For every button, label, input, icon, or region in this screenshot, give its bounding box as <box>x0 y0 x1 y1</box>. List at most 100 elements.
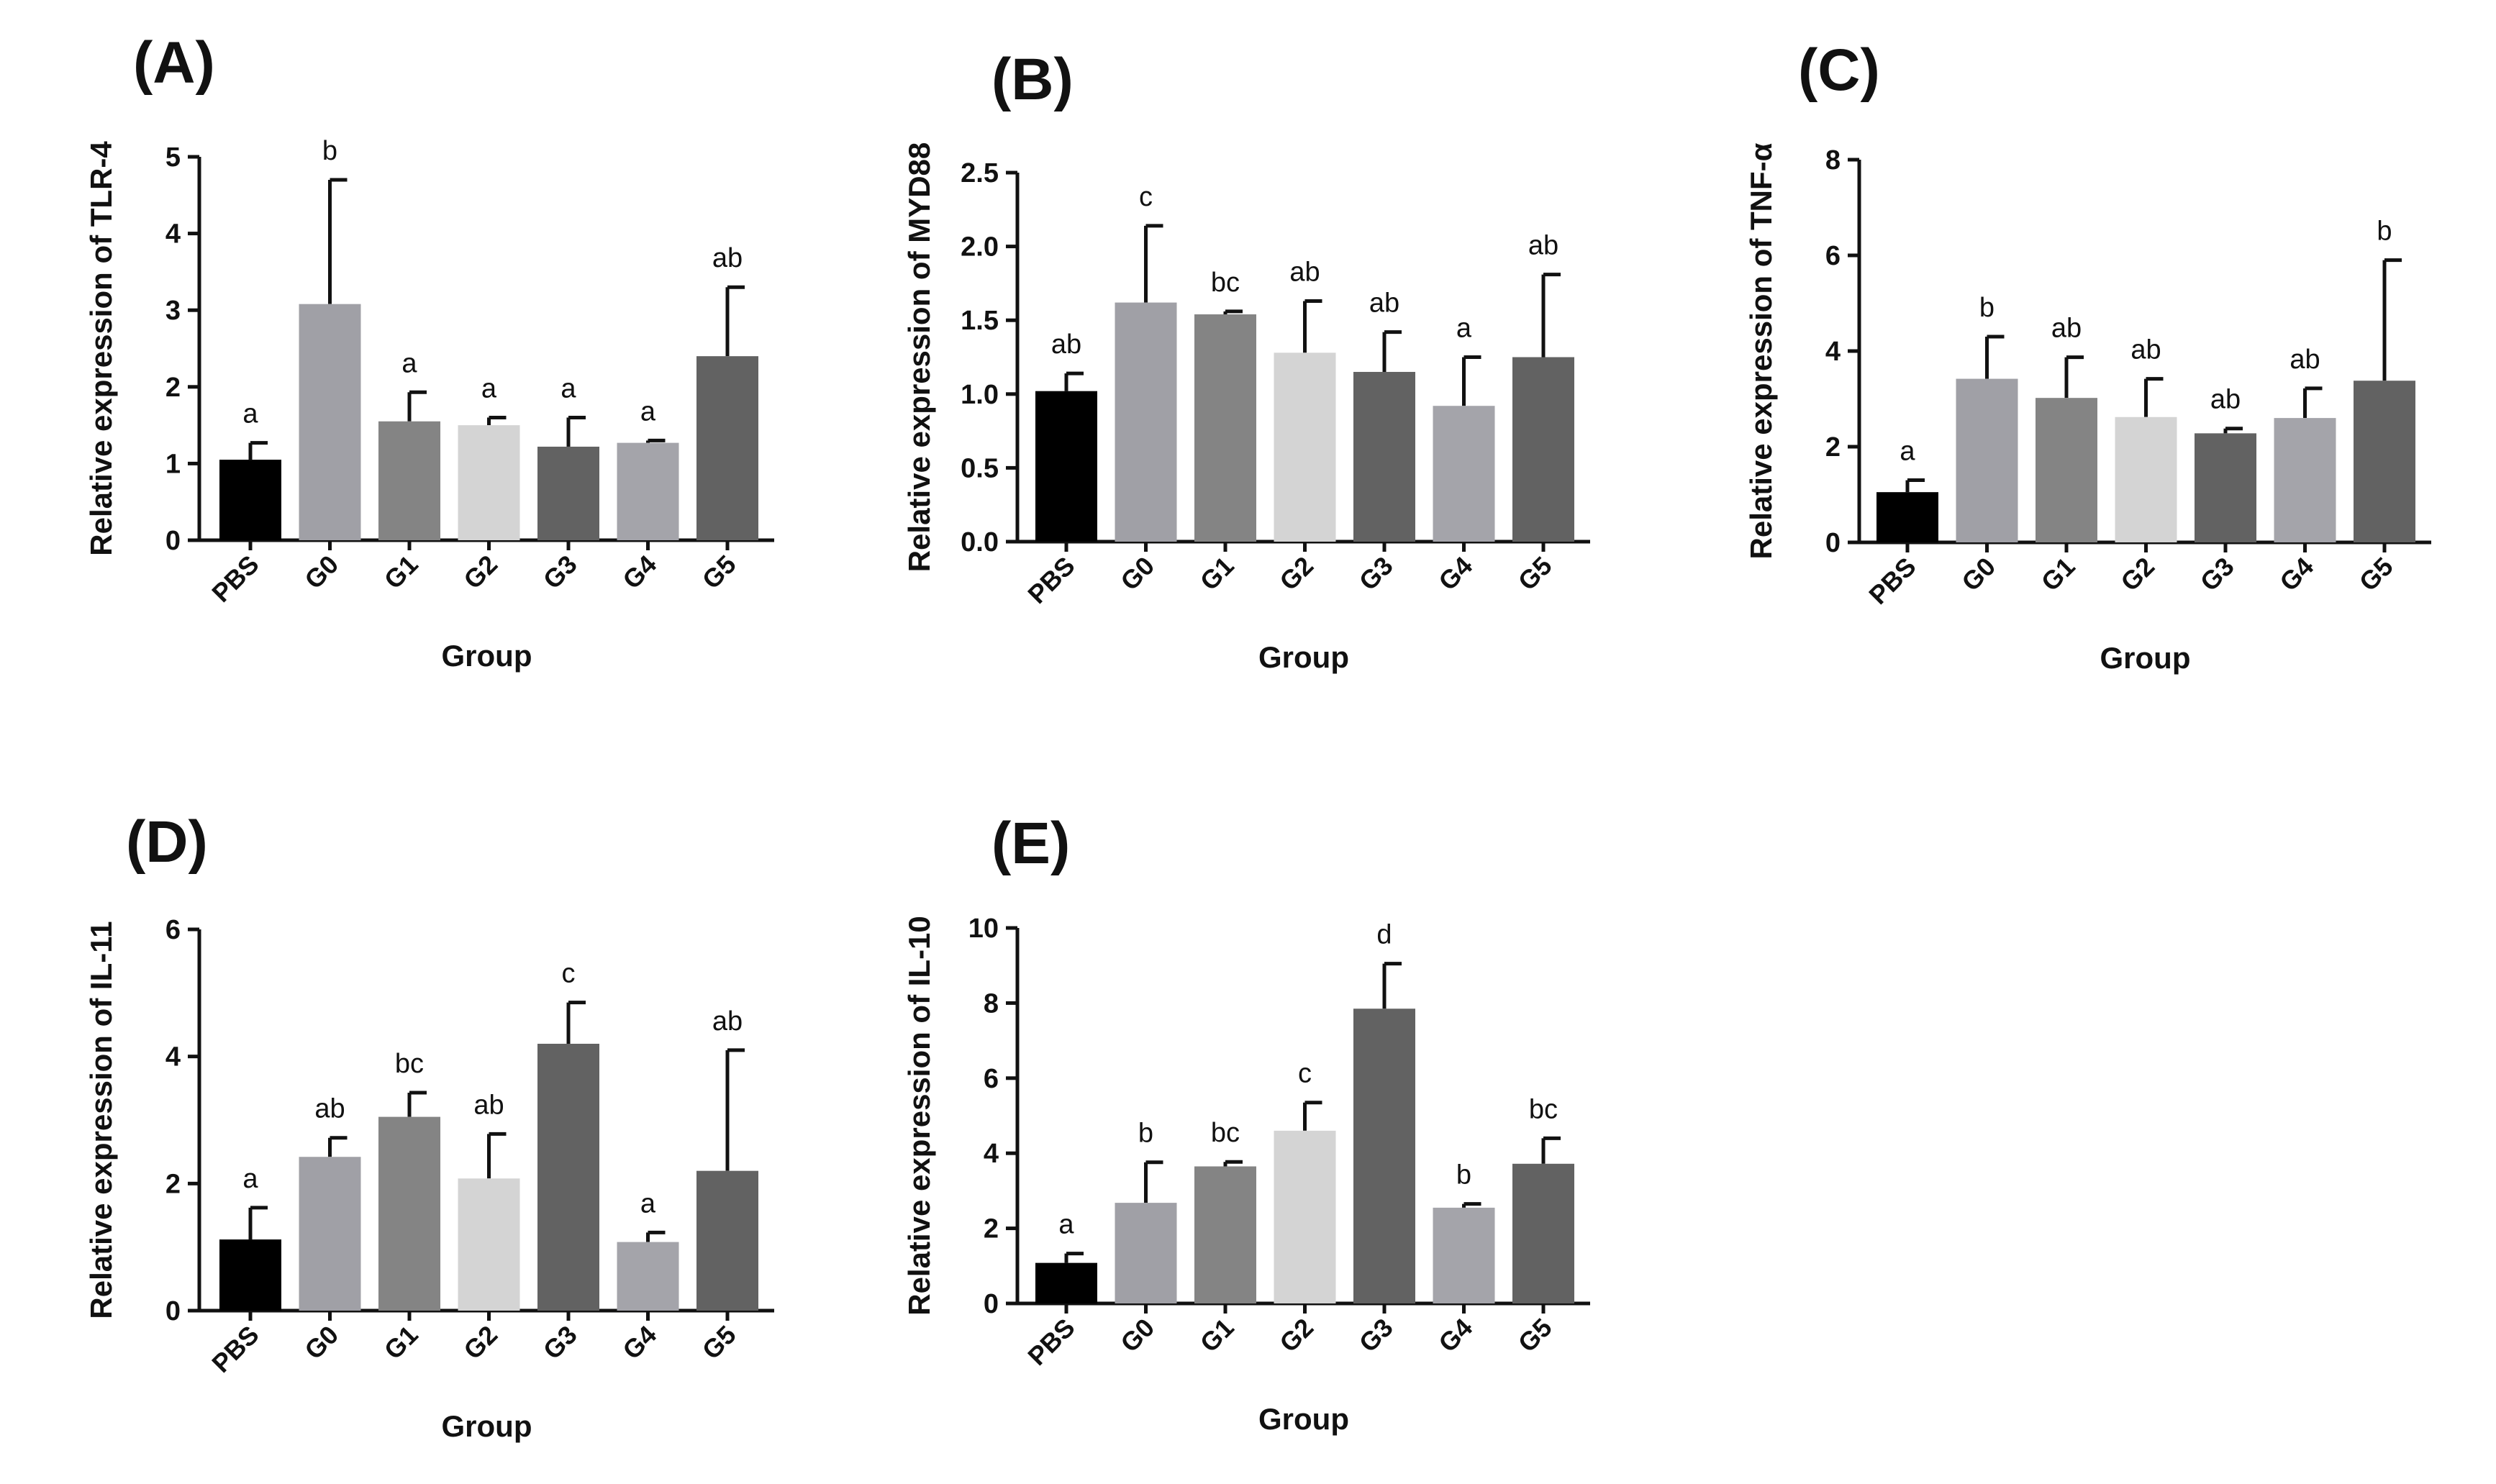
bar-G5 <box>696 356 758 540</box>
bar-G5 <box>2354 381 2415 542</box>
y-tick-label: 3 <box>165 296 181 326</box>
y-tick-label: 1.5 <box>961 306 999 336</box>
x-axis-title: Group <box>1258 1402 1349 1436</box>
significance-letter: bc <box>395 1049 424 1079</box>
significance-letter: ab <box>314 1094 345 1124</box>
y-tick-label: 8 <box>984 988 999 1019</box>
y-tick-label: 1.0 <box>961 380 999 410</box>
y-tick-label: 1 <box>165 449 181 479</box>
chart-panel-2: (B) 0.0 0.5 1.0 1.5 2.0 2.5 Relative expression… <box>902 47 1590 674</box>
bar-G4 <box>617 1242 679 1311</box>
y-tick-label: 4 <box>984 1139 999 1169</box>
y-tick-label: 10 <box>968 914 999 944</box>
bar-G4 <box>617 442 679 540</box>
significance-letter: b <box>322 136 337 166</box>
bar-PBS <box>1035 391 1097 542</box>
significance-letter: ab <box>1289 258 1320 288</box>
significance-letter: ab <box>2051 314 2082 344</box>
bar-G1 <box>2036 398 2097 542</box>
significance-letter: bc <box>1211 268 1240 298</box>
panel-label: (D) <box>126 809 208 875</box>
bar-G0 <box>299 304 361 540</box>
significance-letter: ab <box>2289 345 2320 375</box>
y-axis-title: Relative expression of TLR-4 <box>84 141 118 556</box>
bar-G0 <box>299 1157 361 1311</box>
bar-G4 <box>1433 1207 1495 1303</box>
significance-letter: ab <box>2210 385 2241 415</box>
significance-letter: ab <box>1051 329 1081 360</box>
bar-G1 <box>378 421 440 540</box>
y-tick-label: 0 <box>1825 528 1841 558</box>
significance-letter: b <box>1979 293 1994 323</box>
panel-label: (E) <box>991 811 1070 876</box>
significance-letter: c <box>562 959 576 989</box>
y-axis-title: Relative expression of IL-11 <box>84 921 118 1319</box>
bar-PBS <box>1876 492 1938 542</box>
bar-G5 <box>1512 1163 1574 1303</box>
bar-G3 <box>2195 433 2256 542</box>
bar-G2 <box>1274 352 1336 542</box>
y-tick-label: 0 <box>984 1289 999 1319</box>
y-tick-label: 2 <box>984 1214 999 1244</box>
y-tick-label: 2 <box>1825 432 1841 463</box>
significance-letter: a <box>561 373 576 404</box>
significance-letter: c <box>1298 1059 1312 1089</box>
significance-letter: c <box>1139 182 1153 212</box>
bar-PBS <box>219 460 281 540</box>
significance-letter: b <box>2377 217 2392 247</box>
y-tick-label: 4 <box>1825 337 1841 367</box>
bar-G4 <box>1433 406 1495 542</box>
y-tick-label: 2.5 <box>961 158 999 188</box>
bar-G5 <box>1512 357 1574 542</box>
significance-letter: a <box>242 1164 258 1194</box>
y-tick-label: 2 <box>165 1169 181 1199</box>
bar-G2 <box>2115 416 2177 542</box>
bar-G2 <box>458 425 520 540</box>
bar-G3 <box>1353 372 1415 542</box>
y-tick-label: 6 <box>165 915 181 945</box>
y-tick-label: 2.0 <box>961 232 999 263</box>
bar-G3 <box>537 446 599 540</box>
significance-letter: ab <box>1369 288 1399 319</box>
significance-letter: a <box>1900 437 1915 467</box>
y-tick-label: 0 <box>165 1296 181 1326</box>
bar-G0 <box>1115 1203 1177 1303</box>
significance-letter: a <box>640 1188 656 1219</box>
bar-G3 <box>537 1044 599 1311</box>
significance-letter: ab <box>1528 231 1558 261</box>
panel-label: (B) <box>991 47 1074 112</box>
x-axis-title: Group <box>442 639 532 673</box>
x-axis-title: Group <box>442 1409 532 1443</box>
significance-letter: ab <box>473 1090 504 1120</box>
significance-letter: a <box>1456 314 1472 344</box>
bar-PBS <box>1035 1262 1097 1303</box>
bar-G2 <box>458 1178 520 1311</box>
bar-G0 <box>1956 378 2018 542</box>
y-tick-label: 0.5 <box>961 453 999 483</box>
significance-letter: a <box>640 396 656 427</box>
significance-letter: a <box>481 373 497 404</box>
significance-letter: ab <box>2130 335 2161 365</box>
bar-G3 <box>1353 1009 1415 1303</box>
y-tick-label: 4 <box>165 1042 181 1073</box>
x-axis-title: Group <box>1258 640 1349 674</box>
y-axis-title: Relative expression of TNF-α <box>1744 142 1778 559</box>
y-tick-label: 2 <box>165 373 181 403</box>
panel-label: (C) <box>1798 37 1880 103</box>
significance-letter: bc <box>1529 1094 1558 1124</box>
bar-G2 <box>1274 1130 1336 1303</box>
significance-letter: ab <box>712 243 743 273</box>
y-tick-label: 0 <box>165 526 181 556</box>
significance-letter: bc <box>1211 1118 1240 1148</box>
significance-letter: ab <box>712 1006 743 1037</box>
y-tick-label: 5 <box>165 142 181 173</box>
bar-G1 <box>378 1116 440 1311</box>
y-axis-title: Relative expression of IL-10 <box>902 916 936 1316</box>
bar-G5 <box>696 1170 758 1311</box>
bar-G1 <box>1194 1166 1256 1303</box>
